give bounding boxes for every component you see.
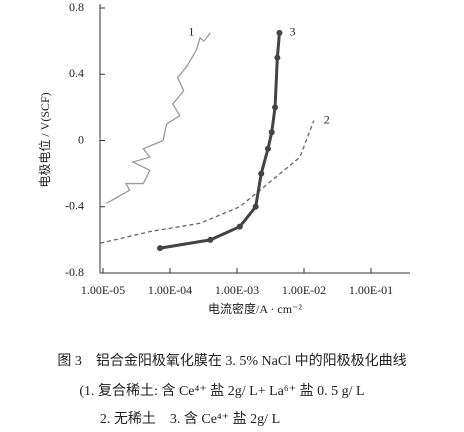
curve — [105, 32, 211, 205]
curve — [100, 120, 315, 244]
x-tick-label: 1.00E-02 — [282, 283, 326, 297]
x-tick-label: 1.00E-01 — [349, 283, 393, 297]
x-tick-label: 1.00E-04 — [148, 283, 192, 297]
marker — [268, 129, 275, 136]
marker — [272, 104, 279, 111]
curve — [159, 32, 281, 250]
x-tick-label: 1.00E-03 — [215, 283, 259, 297]
marker — [276, 29, 283, 36]
marker — [258, 170, 265, 177]
curve-label: 2 — [324, 112, 330, 126]
marker — [207, 236, 214, 243]
y-tick-label: 0 — [78, 132, 84, 146]
y-tick-label: 0.4 — [69, 66, 84, 80]
caption: 图 3 铝合金阳极氧化膜在 3. 5% NaCl 中的阳极极化曲线 — [57, 353, 406, 369]
caption: (1. 复合稀土: 含 Ce⁴⁺ 盐 2g/ L+ La⁶⁺ 盐 0. 5 g/… — [79, 382, 364, 399]
marker — [274, 54, 281, 61]
y-tick-label: -0.4 — [65, 199, 84, 213]
curve-label: 3 — [289, 25, 295, 39]
y-axis-label: 电极电位 / V(SCF) — [37, 92, 52, 187]
y-tick-label: -0.8 — [65, 265, 84, 279]
marker — [264, 145, 271, 152]
x-tick-label: 1.00E-05 — [81, 283, 125, 297]
marker — [252, 203, 259, 210]
marker — [236, 223, 243, 230]
caption: 2. 无稀土 3. 含 Ce⁴⁺ 盐 2g/ L — [100, 411, 280, 427]
y-tick-label: 0.8 — [69, 0, 84, 14]
x-axis-label: 电流密度/A · cm⁻² — [208, 301, 302, 316]
curve-label: 1 — [188, 25, 194, 39]
marker — [157, 245, 164, 252]
